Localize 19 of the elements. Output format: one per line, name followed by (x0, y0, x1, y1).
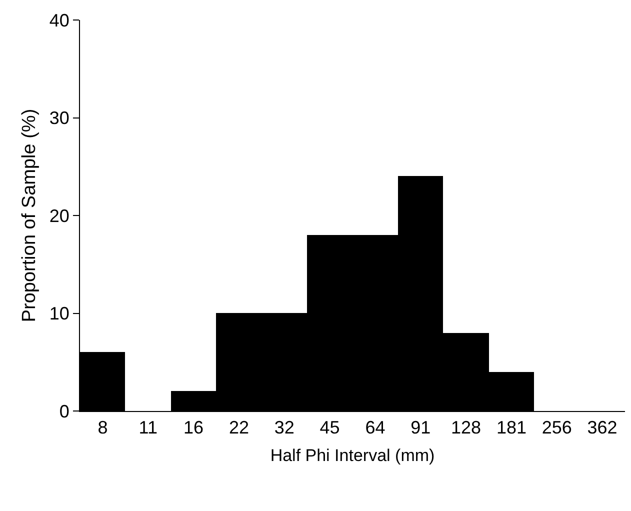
y-tick-label: 10 (49, 304, 70, 324)
x-tick-label: 32 (274, 418, 294, 438)
x-tick-label: 362 (587, 418, 618, 438)
x-tick-label: 256 (542, 418, 572, 438)
x-tick-label: 91 (410, 418, 431, 438)
y-tick-label: 20 (49, 206, 70, 226)
y-tick-label: 30 (49, 108, 70, 128)
x-tick-label: 11 (138, 418, 158, 438)
x-tick-label: 45 (320, 418, 340, 438)
y-axis-title: Proportion of Sample (%) (19, 108, 40, 322)
y-tick-label: 40 (49, 10, 70, 30)
y-tick-label: 0 (59, 401, 70, 422)
x-tick-label: 16 (184, 418, 204, 438)
x-tick-label: 22 (228, 418, 249, 438)
x-tick-label: 181 (496, 418, 526, 438)
x-axis-title: Half Phi Interval (mm) (270, 446, 435, 465)
x-tick-label: 8 (98, 418, 108, 438)
x-tick-label: 128 (451, 418, 482, 438)
x-tick-label: 64 (365, 418, 386, 438)
